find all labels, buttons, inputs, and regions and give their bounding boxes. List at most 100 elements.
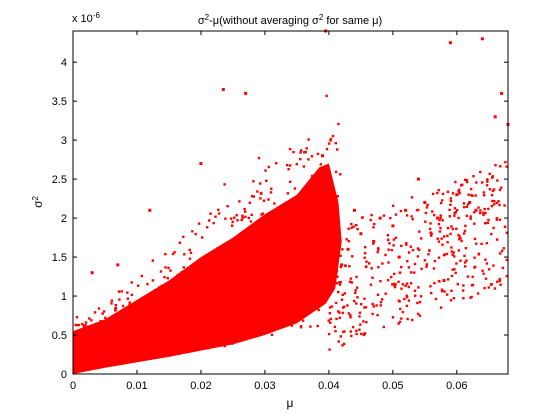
data-point (473, 266, 476, 269)
data-point (262, 223, 265, 226)
data-point (453, 214, 456, 217)
data-point (248, 201, 251, 204)
data-point (277, 322, 281, 325)
data-point (403, 297, 406, 301)
data-point (440, 201, 443, 205)
data-point (287, 168, 290, 171)
data-point (196, 329, 199, 332)
data-point (339, 254, 342, 257)
data-point (485, 242, 489, 245)
data-point (455, 262, 458, 265)
data-point (436, 216, 440, 220)
data-point (282, 298, 285, 302)
data-point (111, 318, 115, 321)
data-point (270, 333, 274, 336)
data-point (144, 332, 147, 335)
data-point (491, 176, 494, 179)
data-point (114, 309, 117, 312)
data-point (294, 213, 297, 216)
data-point (400, 244, 403, 247)
data-point (205, 273, 209, 276)
data-point (405, 243, 408, 246)
data-point (164, 253, 167, 256)
data-point (465, 180, 469, 184)
x-axis-ticks: 0 0.01 0.02 0.03 0.04 0.05 0.06 (70, 31, 468, 392)
data-point (480, 242, 483, 246)
data-point (418, 314, 422, 317)
data-point (93, 334, 97, 337)
data-point (82, 324, 86, 327)
data-point (130, 350, 133, 353)
data-point (338, 283, 342, 286)
data-point (206, 295, 210, 298)
data-point (121, 359, 124, 363)
data-point (336, 275, 339, 278)
data-point (424, 211, 428, 215)
data-point (285, 203, 288, 206)
data-point (180, 270, 184, 274)
data-point (327, 319, 330, 322)
data-point (231, 220, 234, 224)
data-point (400, 265, 403, 269)
data-point (148, 208, 152, 212)
data-point (209, 338, 213, 341)
data-point (455, 227, 458, 230)
data-point (379, 304, 382, 307)
data-point (480, 37, 484, 41)
data-point (305, 243, 309, 246)
data-point (104, 316, 107, 319)
data-point (91, 355, 95, 358)
data-point (342, 342, 346, 346)
data-point (457, 188, 461, 191)
data-point (250, 213, 253, 216)
data-point (491, 189, 495, 193)
data-point (373, 222, 376, 226)
data-point (316, 279, 319, 282)
data-point (157, 299, 161, 302)
data-point (482, 194, 486, 197)
data-point (231, 299, 234, 302)
data-point (89, 366, 93, 370)
data-point (275, 162, 278, 165)
data-point (178, 241, 181, 244)
data-point (328, 348, 331, 351)
data-point (95, 353, 99, 356)
data-point (336, 148, 339, 151)
data-point (384, 253, 387, 257)
data-point (389, 216, 392, 220)
data-point (416, 247, 420, 250)
data-point (381, 262, 384, 265)
data-point (498, 277, 501, 281)
data-point (495, 217, 499, 220)
data-point (230, 217, 233, 220)
data-point (81, 322, 84, 326)
data-point (317, 226, 321, 229)
data-point (336, 195, 339, 198)
data-point (171, 252, 175, 256)
data-point (469, 215, 472, 218)
data-point (337, 250, 340, 253)
data-point (97, 307, 101, 310)
data-point (220, 297, 223, 300)
data-point (353, 299, 356, 303)
data-point (182, 235, 185, 238)
data-point (74, 364, 78, 368)
data-point (299, 151, 302, 154)
data-point (269, 240, 273, 243)
data-point (335, 270, 339, 273)
data-point (429, 222, 432, 225)
data-point (303, 206, 306, 209)
data-point (84, 329, 87, 332)
data-point (224, 217, 227, 220)
data-point (217, 208, 220, 211)
data-point (401, 283, 405, 286)
data-point (134, 316, 137, 320)
data-point (430, 232, 433, 236)
data-point (212, 275, 215, 279)
data-point (393, 285, 397, 289)
data-point (100, 342, 103, 345)
data-point (307, 158, 310, 161)
data-point (214, 319, 217, 323)
data-point (404, 284, 407, 287)
data-point (360, 332, 363, 336)
